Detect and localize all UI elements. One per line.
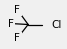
Text: F: F xyxy=(14,5,20,15)
Text: F: F xyxy=(8,19,14,29)
Text: Cl: Cl xyxy=(52,20,62,29)
Text: F: F xyxy=(14,33,20,43)
